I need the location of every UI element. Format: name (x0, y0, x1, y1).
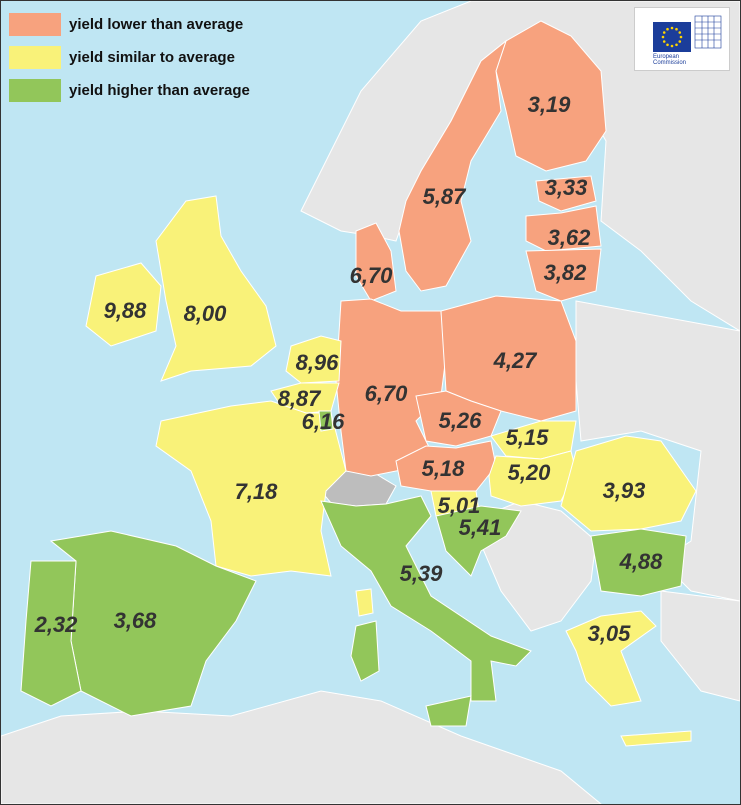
value-united-kingdom: 8,00 (183, 301, 227, 326)
value-belgium: 8,87 (277, 386, 321, 411)
denmark (355, 222, 397, 302)
countries-similar (85, 195, 697, 747)
value-lithuania: 3,82 (543, 260, 587, 285)
value-austria: 5,18 (421, 456, 465, 481)
value-greece: 3,05 (587, 621, 631, 646)
countries-lower (335, 20, 607, 492)
eu-star (675, 27, 678, 31)
legend-swatch-lower (9, 13, 61, 36)
france (155, 400, 347, 577)
value-luxembourg: 6,16 (301, 409, 345, 434)
lithuania (525, 248, 602, 302)
luxembourg (318, 410, 334, 432)
eu-star (662, 40, 666, 43)
eu-star (678, 40, 682, 43)
legend-label-lower: yield lower than average (69, 16, 244, 33)
crete (620, 730, 692, 747)
legend-item-lower: yield lower than average (9, 13, 250, 36)
portugal (20, 560, 82, 707)
italy (320, 495, 532, 702)
value-spain: 3,68 (113, 608, 157, 633)
sardinia-small (355, 588, 374, 617)
sicily (425, 695, 472, 727)
united-kingdom (155, 195, 277, 382)
eu-star (678, 31, 682, 34)
value-poland: 4,27 (493, 348, 537, 373)
value-sweden: 5,87 (422, 184, 466, 209)
eu-star (661, 35, 665, 39)
eastern-land (575, 300, 740, 602)
eu-star (670, 26, 674, 30)
value-slovenia: 5,01 (437, 493, 481, 518)
eu-star (679, 35, 683, 39)
legend-swatch-higher (9, 79, 61, 102)
value-finland: 3,19 (527, 92, 571, 117)
countries-higher (20, 410, 687, 727)
legend-label-similar: yield similar to average (69, 49, 235, 66)
value-denmark: 6,70 (349, 263, 393, 288)
hungary (488, 450, 577, 507)
legend-swatch-similar (9, 46, 61, 69)
legend: yield lower than average yield similar t… (9, 13, 250, 112)
eu-star (666, 27, 669, 31)
logo-text: European Commission (653, 54, 686, 66)
value-romania: 3,93 (602, 478, 646, 503)
eu-star (675, 43, 678, 47)
finland (495, 20, 607, 172)
eu-star (670, 44, 674, 48)
value-hungary: 5,20 (507, 460, 551, 485)
romania (560, 435, 697, 532)
ireland (85, 262, 162, 347)
estonia (535, 175, 597, 212)
value-estonia: 3,33 (544, 175, 588, 200)
value-italy: 5,39 (399, 561, 443, 586)
czechia (415, 390, 502, 447)
bulgaria (590, 528, 687, 597)
logo-line-2: Commission (653, 60, 687, 66)
value-slovakia: 5,15 (505, 425, 549, 450)
eu-star (666, 43, 669, 47)
legend-item-similar: yield similar to average (9, 46, 250, 69)
value-portugal: 2,32 (34, 612, 78, 637)
value-latvia: 3,62 (547, 225, 591, 250)
legend-label-higher: yield higher than average (69, 82, 250, 99)
eu-flag-icon (653, 22, 691, 52)
value-netherlands: 8,96 (295, 350, 339, 375)
logo-line-1: European (653, 54, 680, 60)
european-commission-logo: European Commission (634, 7, 730, 71)
eu-star (662, 31, 666, 34)
netherlands (285, 335, 342, 384)
turkey-land (660, 590, 740, 702)
value-croatia: 5,41 (458, 515, 502, 540)
legend-item-higher: yield higher than average (9, 79, 250, 102)
sweden (398, 39, 508, 292)
value-czechia: 5,26 (438, 408, 482, 433)
latvia (525, 205, 602, 252)
building-icon (694, 15, 722, 49)
greece (565, 610, 657, 707)
eu-stars (661, 26, 683, 48)
value-ireland: 9,88 (103, 298, 147, 323)
north-africa (1, 690, 602, 804)
croatia (435, 505, 522, 577)
value-bulgaria: 4,88 (619, 549, 663, 574)
sardinia (350, 620, 380, 682)
value-france: 7,18 (234, 479, 278, 504)
value-germany: 6,70 (364, 381, 408, 406)
